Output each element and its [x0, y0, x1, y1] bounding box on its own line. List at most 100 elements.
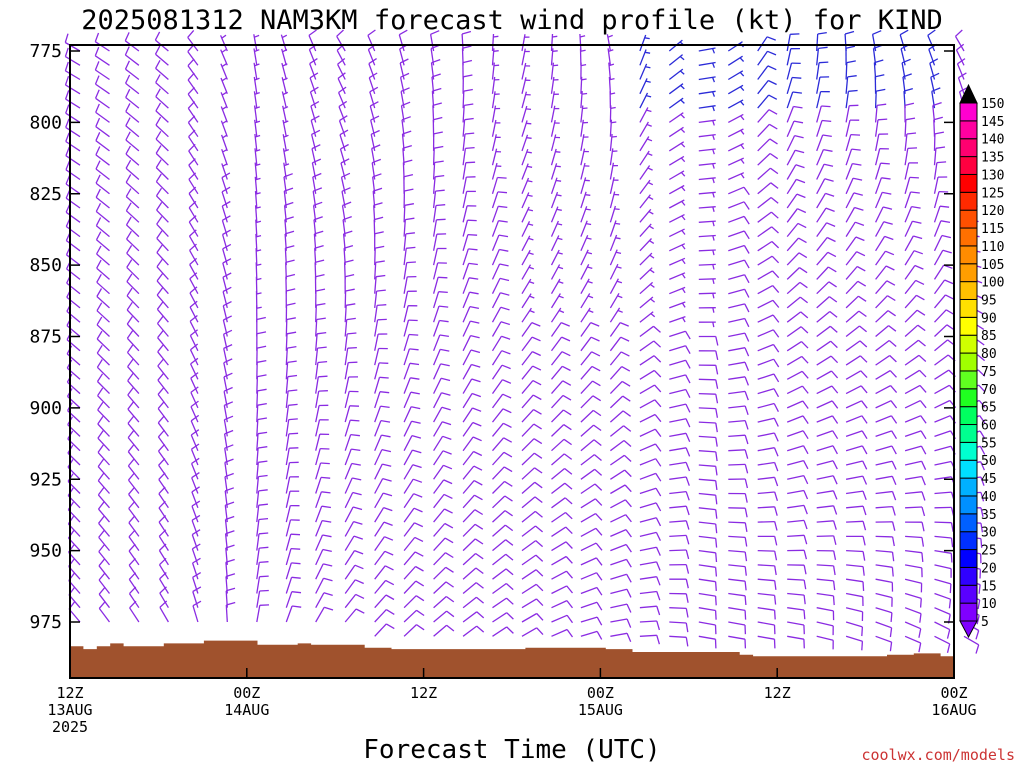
wind-barb: [403, 565, 424, 580]
plot-frame: [69, 44, 955, 679]
wind-barb: [874, 118, 888, 137]
wind-barb: [934, 564, 952, 578]
wind-barb: [280, 34, 288, 52]
wind-barb: [639, 399, 662, 409]
wind-barb: [639, 340, 662, 352]
wind-barb: [609, 425, 632, 437]
wind-barb: [462, 494, 483, 509]
wind-barb: [639, 634, 661, 645]
wind-barb: [521, 48, 530, 66]
wind-barb: [609, 336, 630, 352]
wind-barb: [221, 163, 228, 180]
colorbar-min-triangle: [959, 620, 978, 639]
wind-barb: [157, 401, 169, 423]
wind-barb: [403, 595, 425, 609]
colorbar-label: 85: [981, 329, 997, 344]
wind-barb: [786, 164, 805, 180]
wind-barb: [95, 89, 110, 109]
wind-barb: [521, 452, 543, 466]
x-axis-label: Forecast Time (UTC): [363, 735, 660, 765]
wind-barb: [155, 116, 169, 138]
wind-barb: [462, 596, 485, 609]
colorbar-segment: [959, 352, 978, 372]
wind-barb: [816, 578, 836, 591]
wind-barb: [580, 498, 603, 509]
colorbar-segment: [959, 441, 978, 461]
credit-text[interactable]: coolwx.com/models: [861, 746, 1015, 764]
wind-barb: [550, 351, 571, 366]
wind-barb: [606, 34, 613, 52]
wind-barb: [491, 393, 512, 409]
wind-barb: [462, 146, 475, 166]
wind-barb: [254, 205, 261, 223]
wind-barb: [757, 447, 779, 457]
wind-barb: [904, 279, 925, 295]
wind-barb: [610, 573, 632, 583]
colorbar-segment: [959, 263, 978, 283]
wind-barb: [550, 33, 558, 52]
wind-barb: [816, 236, 836, 252]
wind-barb: [845, 340, 868, 352]
wind-barb: [816, 607, 835, 621]
colorbar-segment: [959, 316, 978, 336]
y-tick-label: 950: [29, 541, 62, 562]
wind-barb: [157, 386, 169, 409]
wind-barb: [904, 220, 922, 237]
wind-barb: [610, 632, 632, 643]
wind-barb: [550, 134, 561, 152]
wind-barb: [698, 507, 718, 519]
wind-barb: [521, 293, 535, 309]
wind-barb: [904, 592, 922, 608]
wind-barb: [816, 460, 838, 470]
wind-barb: [188, 186, 199, 209]
wind-barb: [403, 377, 420, 394]
wind-barb: [192, 572, 202, 594]
wind-barb: [816, 415, 839, 424]
wind-barb: [845, 236, 865, 252]
wind-barb: [904, 117, 916, 137]
wind-barb: [728, 635, 747, 649]
wind-barb: [369, 101, 379, 123]
colorbar-segment: [959, 191, 978, 211]
wind-barb: [639, 369, 662, 380]
wind-barb: [191, 500, 201, 523]
wind-barb: [126, 330, 140, 352]
wind-barb: [874, 88, 886, 109]
wind-barb: [192, 600, 202, 623]
wind-barb: [639, 355, 662, 366]
wind-barb: [95, 103, 110, 123]
wind-barb: [521, 34, 530, 52]
wind-barb: [668, 126, 686, 138]
wind-barb: [698, 335, 719, 346]
wind-barb: [432, 131, 443, 151]
wind-barb: [580, 119, 589, 137]
wind-barb: [432, 319, 449, 337]
wind-barb: [344, 346, 357, 366]
wind-barb: [374, 565, 394, 580]
wind-barb: [639, 590, 661, 601]
wind-barb: [95, 203, 110, 223]
wind-barb: [285, 605, 302, 623]
wind-barb: [846, 578, 865, 591]
wind-barb: [188, 215, 199, 237]
wind-barb: [225, 601, 236, 623]
wind-barb: [580, 336, 600, 352]
wind-barb: [551, 570, 573, 580]
colorbar-label: 145: [981, 115, 1004, 130]
wind-barb: [94, 61, 110, 81]
wind-barb: [874, 103, 887, 123]
wind-barb: [639, 92, 652, 109]
wind-barb: [310, 115, 320, 137]
wind-barb: [491, 263, 509, 280]
wind-barb: [609, 380, 631, 395]
wind-barb: [187, 115, 199, 138]
colorbar-segment: [959, 281, 978, 300]
wind-barb: [698, 278, 716, 285]
wind-barb: [786, 193, 806, 209]
wind-barb: [491, 162, 502, 180]
wind-barb: [610, 439, 632, 452]
wind-barb: [187, 101, 199, 123]
wind-barb: [668, 112, 685, 123]
wind-barb: [874, 162, 890, 180]
wind-barb: [403, 536, 424, 552]
